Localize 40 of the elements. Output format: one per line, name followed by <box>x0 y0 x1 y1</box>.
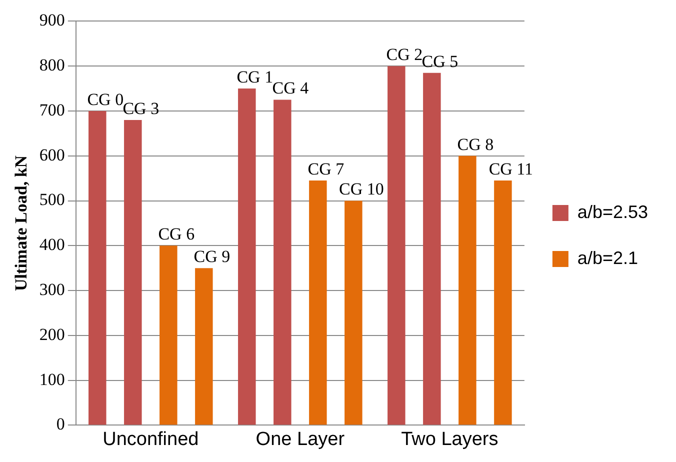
data-label: CG 8 <box>457 134 494 154</box>
data-label: CG 6 <box>158 224 195 244</box>
y-tick-label: 0 <box>56 414 65 434</box>
bar <box>344 200 362 425</box>
bar <box>423 72 441 425</box>
data-label: CG 0 <box>87 90 124 109</box>
data-label: CG 1 <box>236 68 274 86</box>
y-tick-label: 500 <box>39 190 65 210</box>
y-tick-label: 100 <box>39 370 65 389</box>
legend-label: a/b=2.1 <box>577 248 638 268</box>
x-tick-label: Unconfined <box>102 428 199 450</box>
x-tick-label: One Layer <box>256 428 346 450</box>
legend-label: a/b=2.53 <box>577 202 648 222</box>
data-label: CG 4 <box>272 78 310 98</box>
bar <box>238 88 256 425</box>
y-tick-label: 900 <box>39 10 65 30</box>
bar <box>195 268 213 425</box>
bar <box>88 110 106 425</box>
y-tick-label: 800 <box>39 56 65 75</box>
data-label: CG 2 <box>386 45 423 64</box>
data-label: CG 5 <box>422 52 458 71</box>
y-tick-label: 600 <box>39 145 65 164</box>
bar <box>274 100 292 425</box>
bar <box>458 156 476 425</box>
data-label: CG 9 <box>194 247 230 266</box>
y-tick-label: 400 <box>39 235 65 254</box>
y-tick-label: 200 <box>39 324 65 344</box>
data-label: CG 11 <box>488 160 534 179</box>
y-axis-title: Ultimate Load, kN <box>12 154 31 291</box>
y-tick-label: 300 <box>39 280 65 299</box>
y-tick-label: 700 <box>39 100 65 120</box>
data-label: CG 7 <box>308 160 345 179</box>
data-label: CG 10 <box>338 180 384 199</box>
bar <box>309 180 327 425</box>
x-tick-label: Two Layers <box>401 428 498 450</box>
bar <box>124 120 142 425</box>
bar <box>160 246 178 425</box>
data-label: CG 3 <box>122 98 160 118</box>
bar <box>388 66 406 425</box>
bar <box>494 180 512 425</box>
